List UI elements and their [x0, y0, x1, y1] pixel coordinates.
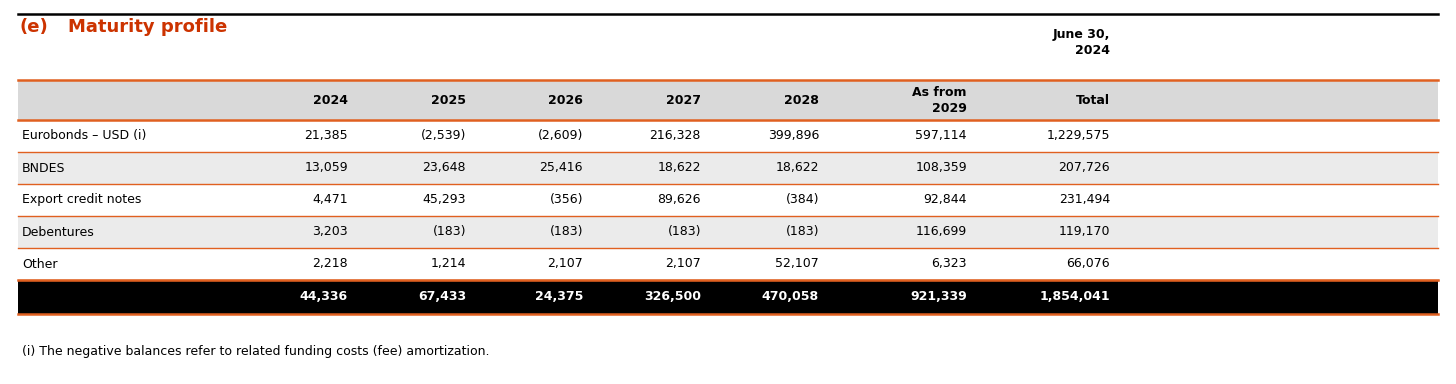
Text: Maturity profile: Maturity profile [68, 18, 227, 36]
Text: 45,293: 45,293 [422, 194, 466, 207]
Text: 119,170: 119,170 [1059, 225, 1109, 238]
Text: (2,609): (2,609) [537, 129, 582, 142]
Text: 89,626: 89,626 [658, 194, 700, 207]
Text: 207,726: 207,726 [1059, 162, 1109, 174]
Text: 18,622: 18,622 [776, 162, 818, 174]
Text: 92,844: 92,844 [923, 194, 967, 207]
Text: (183): (183) [785, 225, 818, 238]
Text: 21,385: 21,385 [304, 129, 348, 142]
Text: 231,494: 231,494 [1059, 194, 1109, 207]
Text: 25,416: 25,416 [540, 162, 582, 174]
Text: June 30,
2024: June 30, 2024 [1053, 28, 1109, 58]
Text: 921,339: 921,339 [910, 291, 967, 303]
Text: 399,896: 399,896 [767, 129, 818, 142]
Text: (183): (183) [549, 225, 582, 238]
Text: 1,214: 1,214 [431, 258, 466, 270]
Text: 470,058: 470,058 [761, 291, 818, 303]
Text: 2028: 2028 [785, 93, 818, 106]
Text: (i) The negative balances refer to related funding costs (fee) amortization.: (i) The negative balances refer to relat… [22, 345, 489, 358]
Text: (183): (183) [432, 225, 466, 238]
Text: 216,328: 216,328 [649, 129, 700, 142]
Text: (e): (e) [20, 18, 48, 36]
Text: 2027: 2027 [665, 93, 700, 106]
Text: 2026: 2026 [547, 93, 582, 106]
Text: 1,229,575: 1,229,575 [1047, 129, 1109, 142]
Text: 2,107: 2,107 [547, 258, 582, 270]
Text: Other: Other [22, 258, 57, 270]
Text: 18,622: 18,622 [658, 162, 700, 174]
Text: (384): (384) [785, 194, 818, 207]
Text: (2,539): (2,539) [421, 129, 466, 142]
Text: 23,648: 23,648 [422, 162, 466, 174]
Text: 1,854,041: 1,854,041 [1040, 291, 1109, 303]
Text: 2,107: 2,107 [665, 258, 700, 270]
Text: 326,500: 326,500 [644, 291, 700, 303]
Text: 2,218: 2,218 [313, 258, 348, 270]
Text: 66,076: 66,076 [1066, 258, 1109, 270]
Text: Eurobonds – USD (i): Eurobonds – USD (i) [22, 129, 147, 142]
Text: BNDES: BNDES [22, 162, 66, 174]
Text: 4,471: 4,471 [313, 194, 348, 207]
Text: 67,433: 67,433 [418, 291, 466, 303]
Text: (356): (356) [549, 194, 582, 207]
Text: 3,203: 3,203 [313, 225, 348, 238]
Text: Total: Total [1076, 93, 1109, 106]
Text: 6,323: 6,323 [932, 258, 967, 270]
Text: 597,114: 597,114 [916, 129, 967, 142]
Text: 2024: 2024 [313, 93, 348, 106]
Text: 24,375: 24,375 [534, 291, 582, 303]
Text: 44,336: 44,336 [300, 291, 348, 303]
Text: 108,359: 108,359 [916, 162, 967, 174]
Text: 2025: 2025 [431, 93, 466, 106]
Text: Export credit notes: Export credit notes [22, 194, 141, 207]
Text: (183): (183) [667, 225, 700, 238]
Text: Debentures: Debentures [22, 225, 95, 238]
Text: As from
2029: As from 2029 [913, 86, 967, 114]
Text: 116,699: 116,699 [916, 225, 967, 238]
Text: 13,059: 13,059 [304, 162, 348, 174]
Text: 52,107: 52,107 [775, 258, 818, 270]
